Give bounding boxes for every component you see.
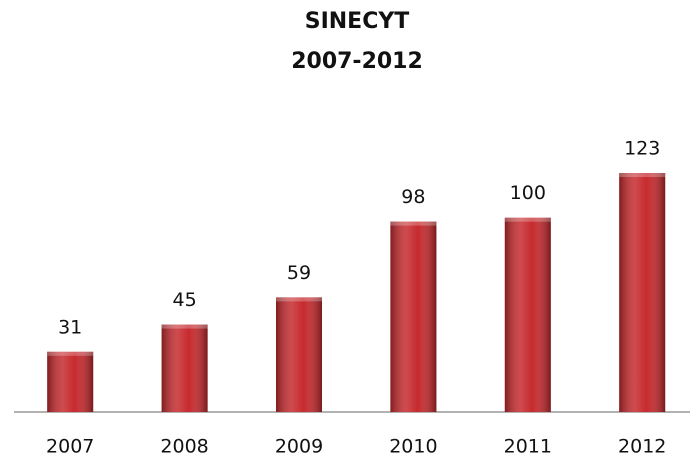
x-tick-label: 2007 [46,436,94,458]
bar-cap [47,351,94,356]
bar-cap [276,297,322,302]
bar-cap [390,221,437,226]
bar-shade [161,324,208,412]
x-tick-label: 2010 [389,436,437,458]
bar-cap [504,217,551,222]
value-label: 98 [401,186,425,208]
x-tick-label: 2012 [618,436,666,458]
value-label: 100 [510,182,546,204]
bar-shade [276,297,322,412]
chart-title: SINECYT [305,9,410,34]
bar-shade [390,221,437,412]
bar-shade [504,217,551,412]
value-label: 45 [173,289,197,311]
chart-subtitle: 2007-2012 [291,49,423,74]
bar-cap [161,324,208,329]
value-label: 123 [624,138,660,160]
bar-shade [619,173,666,412]
value-label: 59 [287,262,311,284]
x-tick-label: 2008 [160,436,208,458]
x-tick-label: 2011 [504,436,552,458]
bar-shade [47,351,94,412]
x-tick-label: 2009 [275,436,323,458]
bar-cap [619,173,666,177]
value-label: 31 [58,316,82,338]
